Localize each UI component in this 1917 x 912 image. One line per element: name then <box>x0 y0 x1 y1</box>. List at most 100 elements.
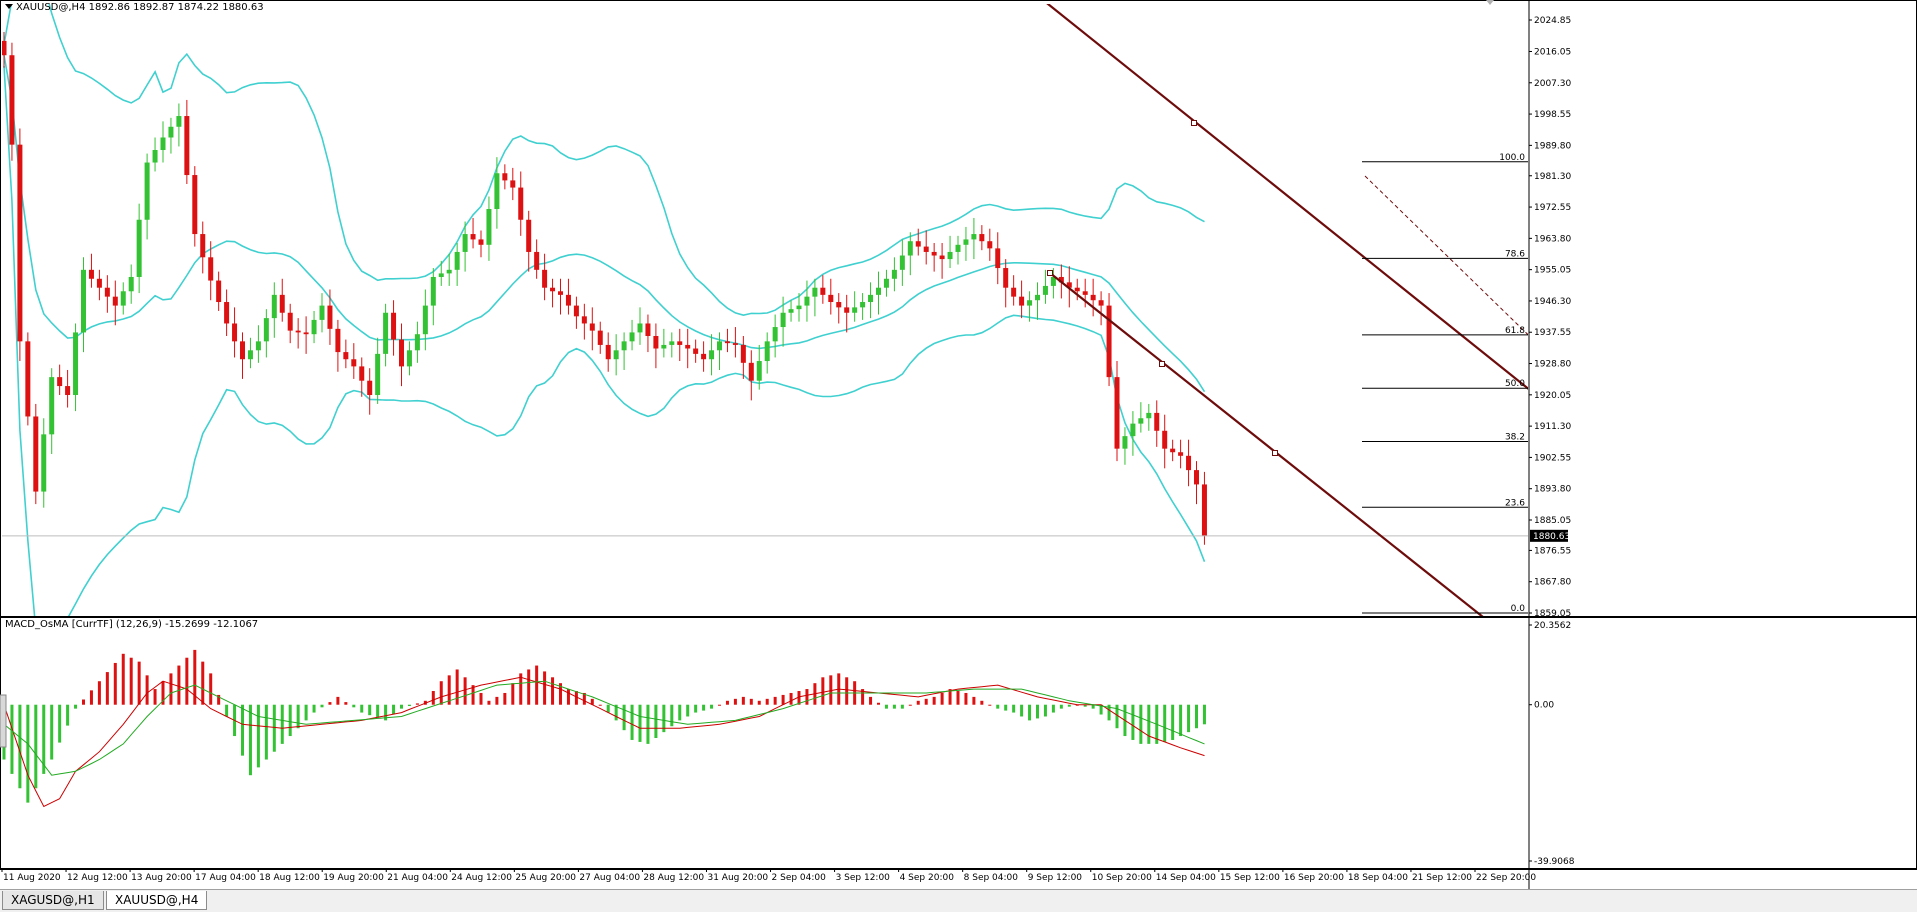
candle-body <box>613 350 619 360</box>
candle-body <box>979 234 985 242</box>
candle-body <box>836 302 842 308</box>
osma-bar <box>304 704 308 721</box>
osma-bar <box>829 675 833 705</box>
osma-bar <box>869 696 873 705</box>
candle <box>446 253 452 286</box>
osma-bar <box>551 677 555 705</box>
candle-body <box>152 150 158 163</box>
candle-body <box>1138 418 1144 424</box>
trendline-anchor-handle[interactable] <box>1047 270 1053 276</box>
chart-menu-arrow-icon[interactable] <box>5 4 13 9</box>
time-tick-label: 25 Aug 20:00 <box>515 873 576 883</box>
tab-xagusd-h1[interactable]: XAGUSD@,H1 <box>2 891 104 910</box>
candle <box>669 332 675 358</box>
osma-bar <box>58 704 62 743</box>
channel-midline <box>1364 175 1528 336</box>
time-tick-label: 14 Sep 04:00 <box>1156 873 1216 883</box>
candle-body <box>136 219 142 277</box>
candle-body <box>65 386 71 396</box>
trendline-anchor-handle[interactable] <box>1159 361 1165 367</box>
price-tick-label: 1859.05 <box>1534 609 1571 619</box>
osma-bar <box>630 704 634 740</box>
candle-body <box>311 319 317 335</box>
candle <box>1201 471 1207 545</box>
osma-bar <box>447 675 451 705</box>
candle-body <box>1201 484 1207 536</box>
candle-body <box>383 312 389 354</box>
chart-area[interactable]: 2024.85 2016.05 2007.30 1998.55 1989.80 1981.… <box>0 0 1917 889</box>
candle-body <box>414 334 420 351</box>
osma-bar <box>97 681 101 705</box>
osma-bar <box>1083 704 1087 707</box>
candle-body <box>454 251 460 270</box>
candle-body <box>343 352 349 360</box>
candle <box>144 153 150 240</box>
candle-body <box>41 434 47 492</box>
osma-bar <box>177 665 181 705</box>
candle-body <box>1019 296 1025 306</box>
osma-bar <box>757 700 761 705</box>
candle <box>1027 291 1033 322</box>
candle <box>49 368 55 455</box>
candle-body <box>669 341 675 345</box>
osma-bar <box>1195 704 1198 729</box>
candle <box>2 31 7 68</box>
candle-body <box>192 175 198 235</box>
candle-body <box>971 234 977 240</box>
osma-bar <box>74 704 78 709</box>
candle-body <box>1035 294 1040 301</box>
osma-bar <box>1107 704 1111 721</box>
time-tick-label: 28 Aug 12:00 <box>643 873 704 883</box>
price-tick-label: 1885.05 <box>1534 516 1571 526</box>
candle <box>740 335 746 379</box>
time-tick-label: 8 Sep 04:00 <box>964 873 1019 883</box>
candle-body <box>57 377 63 387</box>
descending-channel <box>1046 4 1528 616</box>
candle-body <box>470 234 476 240</box>
candle-body <box>796 305 802 310</box>
main-chart-frame <box>0 0 1917 617</box>
candle <box>653 323 659 369</box>
indicator-info: MACD_OsMA [CurrTF] (12,26,9) -15.2699 -1… <box>5 619 259 630</box>
candle-body <box>1058 276 1064 283</box>
indicator-scroll-handle[interactable] <box>0 694 7 748</box>
price-tick-label: 1989.80 <box>1534 141 1571 151</box>
indicator-frame <box>0 617 1917 870</box>
candle <box>780 296 786 347</box>
trendline-anchor-handle[interactable] <box>1191 120 1197 126</box>
osma-bar <box>1012 704 1016 713</box>
channel-lower-line <box>1049 272 1484 616</box>
candle <box>526 210 532 272</box>
candle-body <box>589 323 595 331</box>
osma-bar <box>248 704 252 776</box>
osma-bar <box>352 704 356 708</box>
candle-body <box>510 180 516 188</box>
osma-bar <box>415 703 419 705</box>
candle <box>812 278 818 317</box>
tab-xauusd-h4[interactable]: XAUUSD@,H4 <box>106 891 208 910</box>
osma-bar <box>368 704 372 716</box>
osma-bar <box>1115 704 1119 729</box>
shift-marker-icon[interactable] <box>1486 0 1494 5</box>
trendline-anchor-handle[interactable] <box>1272 450 1278 456</box>
current-price-box <box>1530 529 1568 542</box>
candle-body <box>677 341 683 345</box>
osma-bar <box>82 699 85 705</box>
time-tick-label: 10 Sep 20:00 <box>1092 873 1152 883</box>
price-tick-label: 1998.55 <box>1534 110 1571 120</box>
candle-body <box>947 251 953 260</box>
osma-bar <box>217 694 221 705</box>
candle-body <box>605 344 611 360</box>
osma-bar <box>733 698 737 705</box>
candle-body <box>224 302 230 324</box>
candle <box>383 303 389 367</box>
candle-body <box>1090 294 1096 301</box>
candle <box>1066 266 1072 308</box>
candle-body <box>1122 436 1128 449</box>
candle-body <box>359 366 365 381</box>
osma-histogram <box>2 649 1206 803</box>
osma-bar <box>471 685 475 705</box>
candle <box>327 289 333 345</box>
candle <box>399 323 404 387</box>
osma-bar <box>606 704 610 713</box>
